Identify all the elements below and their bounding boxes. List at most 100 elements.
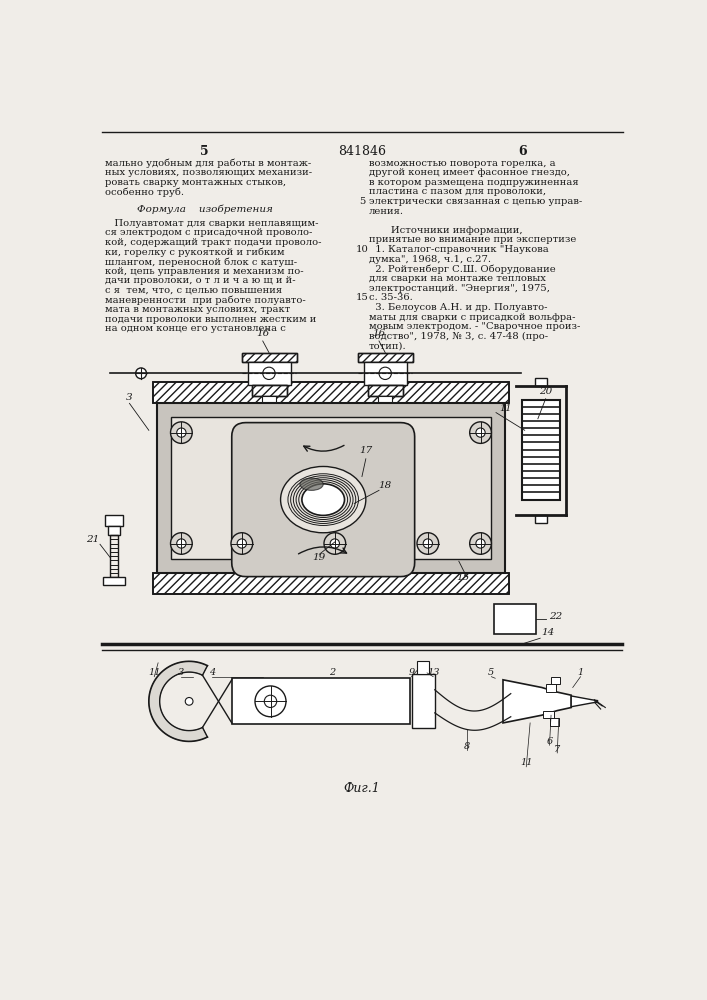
Circle shape bbox=[177, 539, 186, 548]
Bar bbox=[153, 573, 509, 594]
Bar bbox=[358, 353, 413, 362]
Circle shape bbox=[264, 695, 276, 708]
Circle shape bbox=[170, 422, 192, 443]
Bar bbox=[252, 385, 287, 396]
Circle shape bbox=[379, 367, 392, 379]
Text: Полуавтомат для сварки неплавящим-: Полуавтомат для сварки неплавящим- bbox=[105, 219, 319, 228]
Circle shape bbox=[330, 539, 339, 548]
Text: 5: 5 bbox=[200, 145, 209, 158]
Text: кой, содержащий тракт подачи проволо-: кой, содержащий тракт подачи проволо- bbox=[105, 238, 322, 247]
Text: возможностью поворота горелка, а: возможностью поворота горелка, а bbox=[369, 158, 556, 167]
Ellipse shape bbox=[281, 466, 366, 533]
Text: 8: 8 bbox=[464, 742, 470, 751]
Bar bbox=[153, 382, 509, 403]
Text: 11: 11 bbox=[148, 668, 160, 677]
Text: маневренности  при работе полуавто-: маневренности при работе полуавто- bbox=[105, 296, 306, 305]
Polygon shape bbox=[149, 661, 207, 741]
Bar bbox=[493, 604, 537, 634]
Circle shape bbox=[237, 539, 247, 548]
Text: 6: 6 bbox=[518, 145, 527, 158]
Text: 5: 5 bbox=[358, 197, 365, 206]
Bar bbox=[107, 526, 120, 535]
Ellipse shape bbox=[302, 484, 344, 515]
Text: на одном конце его установлена с: на одном конце его установлена с bbox=[105, 324, 286, 333]
Bar bbox=[358, 353, 413, 362]
Bar bbox=[242, 353, 297, 362]
Text: в котором размещена подпружиненная: в котором размещена подпружиненная bbox=[369, 178, 578, 187]
Text: 21: 21 bbox=[86, 535, 99, 544]
Text: 3: 3 bbox=[126, 393, 133, 402]
Text: 3: 3 bbox=[178, 668, 185, 677]
Text: маты для сварки с присадкой вольфра-: маты для сварки с присадкой вольфра- bbox=[369, 312, 575, 322]
Bar bbox=[368, 385, 403, 396]
Text: пластина с пазом для проволоки,: пластина с пазом для проволоки, bbox=[369, 187, 546, 196]
Text: 11: 11 bbox=[520, 758, 532, 767]
Circle shape bbox=[255, 686, 286, 717]
Text: водство", 1978, № 3, с. 47-48 (про-: водство", 1978, № 3, с. 47-48 (про- bbox=[369, 332, 548, 341]
Bar bbox=[549, 718, 559, 726]
Text: ных условиях, позволяющих механизи-: ных условиях, позволяющих механизи- bbox=[105, 168, 312, 177]
Text: ровать сварку монтажных стыков,: ровать сварку монтажных стыков, bbox=[105, 178, 286, 187]
Text: 19: 19 bbox=[312, 553, 326, 562]
Text: кой, цепь управления и механизм по-: кой, цепь управления и механизм по- bbox=[105, 267, 304, 276]
Bar bbox=[153, 573, 509, 594]
Text: 1. Каталог-справочник "Наукова: 1. Каталог-справочник "Наукова bbox=[369, 245, 549, 254]
Bar bbox=[534, 378, 547, 386]
Circle shape bbox=[231, 533, 252, 554]
Circle shape bbox=[263, 367, 275, 379]
Text: 6: 6 bbox=[547, 737, 553, 746]
Bar bbox=[534, 515, 547, 523]
Circle shape bbox=[476, 539, 485, 548]
Bar bbox=[170, 417, 491, 559]
Text: Фиг.1: Фиг.1 bbox=[344, 782, 380, 795]
Text: 5: 5 bbox=[489, 668, 494, 677]
Text: Формула    изобретения: Формула изобретения bbox=[136, 205, 273, 214]
Text: 22: 22 bbox=[549, 612, 562, 621]
Text: 9: 9 bbox=[409, 668, 415, 677]
Circle shape bbox=[417, 533, 438, 554]
Text: подачи проволоки выполнен жестким и: подачи проволоки выполнен жестким и bbox=[105, 315, 317, 324]
Bar bbox=[156, 403, 506, 573]
Circle shape bbox=[177, 428, 186, 437]
Text: мовым электродом. - "Сварочное произ-: мовым электродом. - "Сварочное произ- bbox=[369, 322, 580, 331]
Text: 7: 7 bbox=[554, 745, 561, 754]
Text: с я  тем, что, с целью повышения: с я тем, что, с целью повышения bbox=[105, 286, 283, 295]
Text: электрически связанная с цепью управ-: электрически связанная с цепью управ- bbox=[369, 197, 582, 206]
Circle shape bbox=[469, 422, 491, 443]
Circle shape bbox=[423, 539, 433, 548]
Circle shape bbox=[469, 533, 491, 554]
Text: 17: 17 bbox=[359, 446, 373, 455]
Text: дачи проволоки, о т л и ч а ю щ и й-: дачи проволоки, о т л и ч а ю щ и й- bbox=[105, 276, 296, 285]
Text: ления.: ления. bbox=[369, 207, 404, 216]
Text: электростанций. "Энергия", 1975,: электростанций. "Энергия", 1975, bbox=[369, 284, 550, 293]
Bar bbox=[110, 535, 118, 577]
Text: 1: 1 bbox=[578, 668, 583, 677]
Ellipse shape bbox=[300, 478, 323, 490]
Text: тотип).: тотип). bbox=[369, 341, 407, 350]
Polygon shape bbox=[571, 696, 597, 707]
Text: 10: 10 bbox=[356, 245, 368, 254]
Text: принятые во внимание при экспертизе: принятые во внимание при экспертизе bbox=[369, 235, 576, 244]
Text: 14: 14 bbox=[542, 628, 554, 637]
FancyBboxPatch shape bbox=[232, 423, 414, 577]
Circle shape bbox=[324, 533, 346, 554]
Text: 841846: 841846 bbox=[338, 145, 386, 158]
Bar bbox=[103, 577, 125, 585]
Bar bbox=[156, 403, 506, 573]
Text: для сварки на монтаже тепловых: для сварки на монтаже тепловых bbox=[369, 274, 546, 283]
Bar bbox=[551, 677, 561, 684]
Text: другой конец имеет фасонное гнездо,: другой конец имеет фасонное гнездо, bbox=[369, 168, 570, 177]
Text: мально удобным для работы в монтаж-: мально удобным для работы в монтаж- bbox=[105, 158, 312, 168]
Text: 16: 16 bbox=[256, 329, 269, 338]
Text: Источники информации,: Источники информации, bbox=[369, 226, 522, 235]
Bar bbox=[262, 396, 276, 402]
Text: 3. Белоусов А.Н. и др. Полуавто-: 3. Белоусов А.Н. и др. Полуавто- bbox=[369, 303, 547, 312]
Bar bbox=[546, 684, 556, 692]
Circle shape bbox=[136, 368, 146, 379]
Circle shape bbox=[185, 698, 193, 705]
Bar bbox=[543, 711, 554, 718]
Text: ки, горелку с рукояткой и гибким: ки, горелку с рукояткой и гибким bbox=[105, 247, 285, 257]
Text: 20: 20 bbox=[539, 387, 552, 396]
Text: 11: 11 bbox=[499, 404, 512, 413]
Bar bbox=[248, 362, 291, 385]
